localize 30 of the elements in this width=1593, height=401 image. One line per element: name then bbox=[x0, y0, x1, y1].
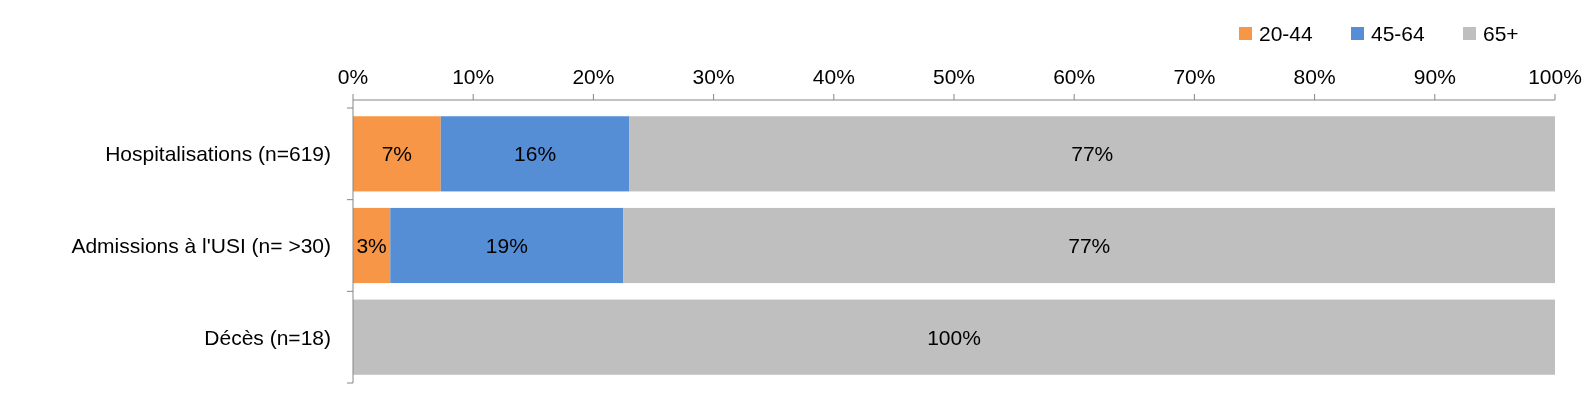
bar bbox=[353, 116, 441, 192]
y-tick-label: Hospitalisations (n=619) bbox=[105, 142, 331, 166]
x-tick-label: 30% bbox=[692, 65, 735, 88]
x-tick-label: 0% bbox=[337, 65, 369, 88]
x-tick-label: 100% bbox=[1528, 65, 1582, 88]
bar bbox=[353, 299, 1555, 375]
bar bbox=[629, 116, 1555, 192]
legend-label: 45-64 bbox=[1371, 22, 1426, 46]
data-label: 7% bbox=[381, 142, 413, 166]
bar bbox=[623, 207, 1555, 284]
data-label: 16% bbox=[514, 142, 557, 166]
data-label: 77% bbox=[1068, 233, 1111, 257]
data-label: 3% bbox=[356, 233, 387, 257]
y-tick-label: Admissions à l'USI (n= >30) bbox=[71, 233, 331, 257]
x-tick-label: 10% bbox=[452, 65, 495, 88]
x-tick-label: 40% bbox=[812, 65, 855, 88]
x-tick-label: 80% bbox=[1293, 65, 1336, 88]
data-label: 19% bbox=[485, 233, 528, 257]
legend-label: 65+ bbox=[1483, 22, 1519, 46]
x-tick-label: 70% bbox=[1173, 65, 1216, 88]
data-label: 100% bbox=[927, 325, 981, 349]
data-label: 77% bbox=[1071, 142, 1114, 166]
x-tick-label: 50% bbox=[932, 65, 976, 88]
bar bbox=[390, 207, 624, 284]
bar bbox=[440, 116, 630, 192]
x-tick-label: 20% bbox=[572, 65, 615, 88]
y-tick-label: Décès (n=18) bbox=[204, 325, 331, 349]
x-tick-label: 90% bbox=[1413, 65, 1456, 88]
x-tick-label: 60% bbox=[1053, 65, 1096, 88]
legend-label: 20-44 bbox=[1259, 22, 1314, 46]
